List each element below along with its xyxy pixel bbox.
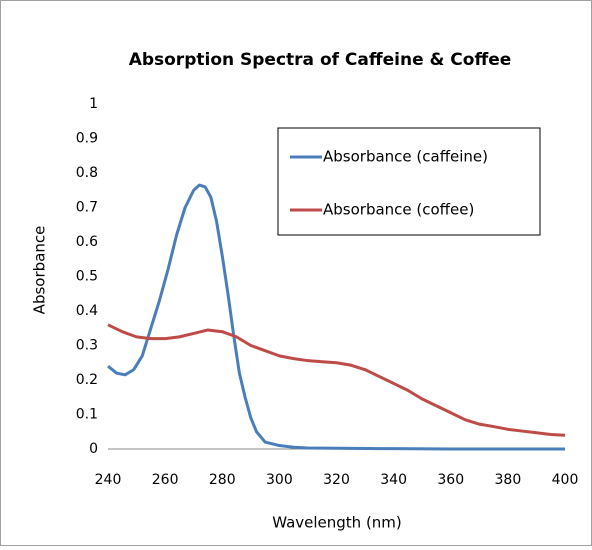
y-tick-label: 0.4: [76, 303, 98, 319]
x-tick-label: 260: [152, 472, 179, 488]
x-tick-label: 240: [95, 472, 122, 488]
y-tick-label: 0: [89, 441, 98, 457]
x-tick-label: 400: [552, 472, 579, 488]
x-tick-label: 280: [209, 472, 236, 488]
y-tick-label: 0.1: [76, 407, 98, 423]
y-tick-label: 0.8: [76, 165, 98, 181]
series-line: [107, 323, 566, 437]
legend-label: Absorbance (coffee): [323, 201, 474, 219]
chart-title: Absorption Spectra of Caffeine & Coffee: [129, 50, 512, 70]
legend-box: [277, 127, 541, 236]
legend-label: Absorbance (caffeine): [323, 148, 488, 166]
y-axis-label: Absorbance: [31, 226, 49, 315]
y-tick-label: 0.5: [76, 269, 98, 285]
series-line: [107, 183, 565, 451]
x-tick-label: 380: [495, 472, 522, 488]
x-tick-label: 320: [323, 472, 350, 488]
x-tick-label: 360: [437, 472, 464, 488]
y-tick-label: 0.2: [76, 372, 98, 388]
x-tick-label: 340: [380, 472, 407, 488]
y-tick-label: 0.6: [76, 234, 98, 250]
x-axis-label: Wavelength (nm): [272, 514, 402, 532]
x-tick-label: 300: [266, 472, 293, 488]
y-tick-label: 0.9: [76, 131, 98, 147]
y-tick-label: 0.7: [76, 200, 98, 216]
y-tick-label: 0.3: [76, 338, 98, 354]
y-tick-label: 1: [89, 96, 98, 112]
